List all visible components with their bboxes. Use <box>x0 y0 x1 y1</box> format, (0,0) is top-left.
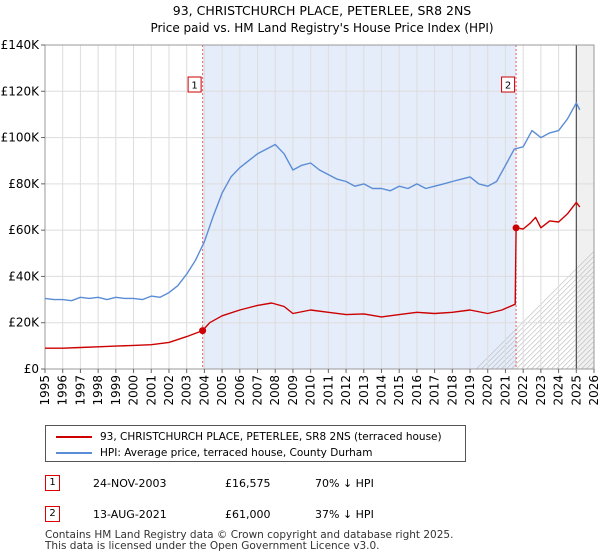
legend-swatch-hpi <box>56 452 92 454</box>
y-tick-label: £140K <box>1 38 41 52</box>
legend-label-hpi: HPI: Average price, terraced house, Coun… <box>100 447 373 459</box>
forecast-region <box>576 45 594 369</box>
x-tick-label: 2002 <box>162 375 176 406</box>
x-tick-label: 2019 <box>463 375 477 406</box>
y-tick-label: £20K <box>8 316 40 330</box>
x-tick-label: 2000 <box>127 375 141 406</box>
forecast-hatch <box>526 294 600 370</box>
sale-date: 24-NOV-2003 <box>93 477 167 490</box>
chart-legend: 93, CHRISTCHURCH PLACE, PETERLEE, SR8 2N… <box>45 425 466 462</box>
forecast-hatch <box>511 279 600 370</box>
forecast-hatch <box>506 274 600 370</box>
y-tick-label: £100K <box>1 131 41 145</box>
footer-license: This data is licensed under the Open Gov… <box>45 540 380 552</box>
x-tick-label: 2020 <box>481 375 495 406</box>
footer-copyright: Contains HM Land Registry data © Crown c… <box>45 529 454 541</box>
forecast-hatch <box>516 284 600 370</box>
sale-label: 1 <box>191 81 197 92</box>
x-tick-label: 2021 <box>498 375 512 406</box>
legend-swatch-property <box>56 436 92 438</box>
x-tick-label: 2001 <box>144 375 158 406</box>
legend-entry-property: 93, CHRISTCHURCH PLACE, PETERLEE, SR8 2N… <box>56 430 442 444</box>
y-tick-label: £0 <box>24 362 39 376</box>
y-tick-label: £60K <box>8 223 40 237</box>
y-tick-label: £80K <box>8 177 40 191</box>
x-tick-label: 2013 <box>357 375 371 406</box>
forecast-hatch <box>496 264 600 370</box>
x-tick-label: 1997 <box>73 375 87 406</box>
y-tick-label: £120K <box>1 84 41 98</box>
x-tick-label: 2026 <box>587 375 600 406</box>
x-tick-label: 2018 <box>445 375 459 406</box>
hatch-mask <box>594 43 600 371</box>
x-tick-label: 2005 <box>215 375 229 406</box>
forecast-hatch <box>521 289 600 370</box>
x-tick-label: 2017 <box>428 375 442 406</box>
forecast-hatch <box>476 244 600 370</box>
x-tick-label: 2012 <box>339 375 353 406</box>
forecast-hatch <box>536 304 600 370</box>
price-chart: 93, CHRISTCHURCH PLACE, PETERLEE, SR8 2N… <box>1 3 600 406</box>
forecast-hatch <box>491 259 600 370</box>
sale-point <box>199 327 207 335</box>
x-tick-label: 2009 <box>286 375 300 406</box>
x-tick-label: 2014 <box>374 375 388 406</box>
x-tick-label: 2024 <box>552 375 566 406</box>
forecast-hatch <box>486 254 600 370</box>
x-tick-label: 2022 <box>516 375 530 406</box>
x-tick-label: 1998 <box>91 375 105 406</box>
x-tick-label: 2008 <box>268 375 282 406</box>
sale-hpi-diff: 70% ↓ HPI <box>315 477 374 490</box>
x-tick-label: 2015 <box>392 375 406 406</box>
forecast-hatch <box>481 249 600 370</box>
x-tick-label: 2004 <box>197 375 211 406</box>
sale-point <box>512 224 520 232</box>
x-tick-label: 2023 <box>534 375 548 406</box>
ownership-shading <box>202 45 517 369</box>
sale-badge: 2 <box>45 506 60 522</box>
sale-row-2: 2 13-AUG-2021 £61,000 37% ↓ HPI <box>45 506 585 524</box>
x-tick-label: 1999 <box>109 375 123 406</box>
x-tick-label: 2007 <box>251 375 265 406</box>
x-tick-label: 1995 <box>38 375 52 406</box>
series-line-property <box>45 201 581 349</box>
x-tick-label: 2003 <box>180 375 194 406</box>
x-tick-label: 2006 <box>233 375 247 406</box>
sale-price: £61,000 <box>225 508 271 521</box>
legend-entry-hpi: HPI: Average price, terraced house, Coun… <box>56 446 372 460</box>
sale-label: 2 <box>505 81 511 92</box>
sale-badge: 1 <box>45 475 60 491</box>
legend-label-property: 93, CHRISTCHURCH PLACE, PETERLEE, SR8 2N… <box>100 431 442 443</box>
chart-title: 93, CHRISTCHURCH PLACE, PETERLEE, SR8 2N… <box>173 3 472 18</box>
y-tick-label: £40K <box>8 269 40 283</box>
chart-subtitle: Price paid vs. HM Land Registry's House … <box>150 21 493 35</box>
sale-hpi-diff: 37% ↓ HPI <box>315 508 374 521</box>
sale-row-1: 1 24-NOV-2003 £16,575 70% ↓ HPI <box>45 475 585 493</box>
sale-price: £16,575 <box>225 477 271 490</box>
x-tick-label: 2025 <box>569 375 583 406</box>
series-line-hpi <box>44 102 581 302</box>
forecast-hatch <box>501 269 600 370</box>
forecast-hatch <box>531 299 600 370</box>
sale-label-box <box>501 76 516 93</box>
sale-date: 13-AUG-2021 <box>93 508 167 521</box>
x-tick-label: 2016 <box>410 375 424 406</box>
x-tick-label: 1996 <box>56 375 70 406</box>
plot-frame <box>44 44 595 370</box>
sale-label-box <box>187 76 202 93</box>
x-tick-label: 2010 <box>304 375 318 406</box>
footer: Contains HM Land Registry data © Crown c… <box>45 530 453 552</box>
x-tick-label: 2011 <box>321 375 335 406</box>
